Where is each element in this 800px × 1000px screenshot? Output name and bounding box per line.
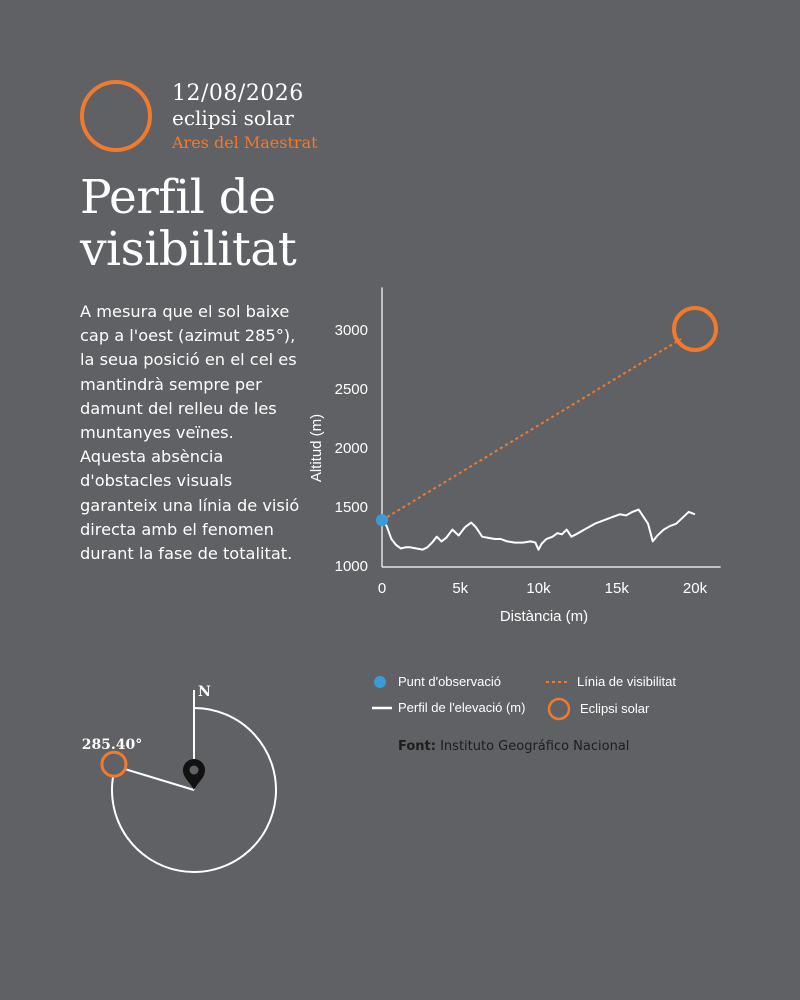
y-tick-label: 2500 — [335, 381, 368, 398]
x-tick-label: 5k — [452, 580, 468, 597]
elevation-profile-line — [381, 508, 696, 551]
legend-label-eclipse: Eclipsi solar — [580, 701, 650, 716]
azimuth-line — [118, 766, 195, 791]
visibility-line — [381, 338, 682, 522]
north-label: N — [198, 684, 211, 700]
location-pin-hole — [189, 765, 199, 775]
y-tick-label: 2000 — [335, 440, 368, 457]
source-prefix: Font: — [398, 739, 436, 754]
title-line-2: visibilitat — [80, 222, 297, 277]
source-text: Instituto Geográfico Nacional — [440, 739, 630, 754]
event-date: 12/08/2026 — [172, 81, 304, 106]
legend-ring-icon — [547, 697, 571, 721]
legend-dashed-icon — [546, 681, 570, 683]
legend-label-visibility: Línia de visibilitat — [577, 674, 676, 689]
x-axis-label: Distància (m) — [500, 608, 588, 625]
legend-label-observation: Punt d'observació — [398, 674, 501, 689]
x-tick-label: 0 — [378, 580, 386, 597]
title-line-1: Perfil de — [80, 170, 276, 225]
y-tick-label: 1500 — [335, 499, 368, 516]
y-axis-label: Altitud (m) — [308, 414, 325, 482]
page-title: Perfil de visibilitat — [80, 170, 297, 277]
sun-marker-icon — [100, 750, 128, 778]
event-place: Ares del Maestrat — [172, 133, 318, 152]
event-name: eclipsi solar — [172, 106, 294, 130]
legend-line-icon — [372, 706, 392, 710]
source-credit: Font: Instituto Geográfico Nacional — [398, 739, 629, 754]
observation-point — [376, 514, 388, 527]
x-tick-label: 15k — [605, 580, 630, 597]
eclipse-point — [672, 306, 718, 352]
legend-dot-icon — [374, 676, 386, 688]
x-tick-label: 10k — [526, 580, 551, 597]
azimuth-arc — [111, 707, 277, 873]
y-tick-label: 1000 — [335, 558, 368, 575]
eclipse-logo-ring — [80, 80, 152, 152]
x-tick-label: 20k — [683, 580, 708, 597]
y-tick-label: 3000 — [335, 322, 368, 339]
description-text: A mesura que el sol baixe cap a l'oest (… — [80, 302, 300, 564]
legend-label-profile: Perfil de l'elevació (m) — [398, 700, 526, 715]
azimuth-label: 285.40° — [82, 737, 143, 753]
